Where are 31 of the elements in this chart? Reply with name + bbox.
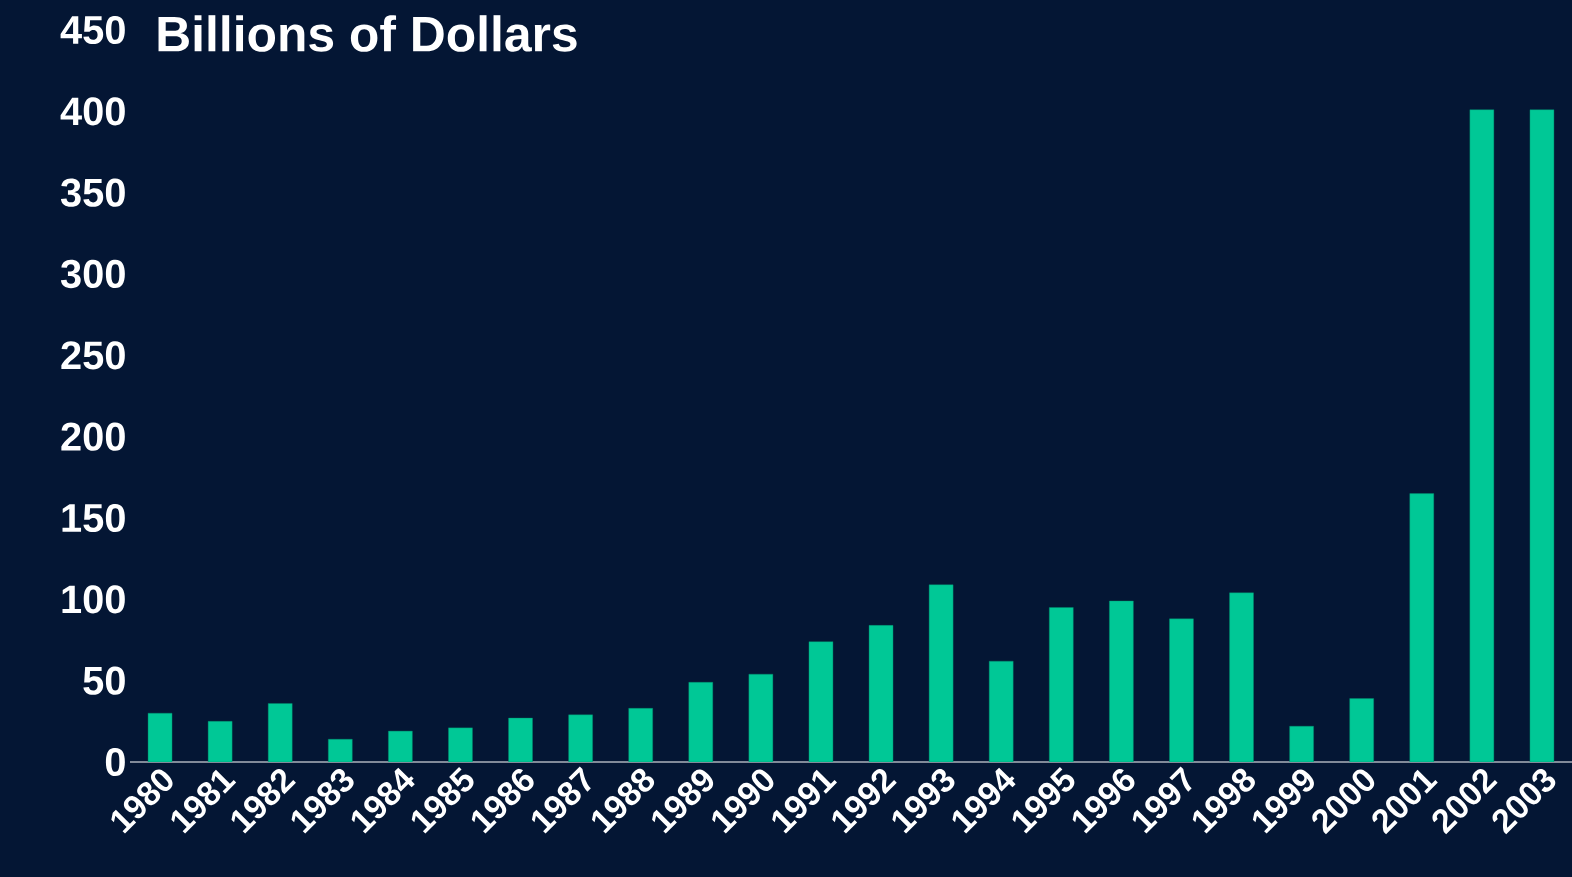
y-tick-label: 300 <box>60 259 125 289</box>
bar <box>1169 618 1194 762</box>
bar <box>688 682 713 762</box>
y-tick-label: 350 <box>60 178 125 207</box>
bar <box>628 708 653 762</box>
bar <box>1049 607 1074 762</box>
bar <box>1109 600 1134 762</box>
bar <box>1349 698 1374 762</box>
bar <box>748 673 774 762</box>
bar <box>448 727 473 762</box>
bar <box>1229 592 1254 762</box>
bar <box>989 660 1014 762</box>
y-tick-label: 200 <box>61 422 125 451</box>
bar <box>928 584 954 762</box>
y-tick-label: 250 <box>61 341 125 370</box>
bar <box>1289 726 1314 762</box>
bar <box>388 730 413 762</box>
y-tick-label: 100 <box>62 585 125 614</box>
y-tick-label: 450 <box>60 15 125 45</box>
bar <box>1469 109 1495 762</box>
bar <box>508 717 533 762</box>
y-tick-label: 50 <box>83 666 125 695</box>
bar <box>808 641 834 762</box>
bar <box>268 703 293 762</box>
bar <box>868 625 894 762</box>
bar <box>568 714 593 762</box>
bar <box>1529 109 1555 762</box>
chart-title: Billions of Dollars <box>158 15 577 52</box>
bar <box>1409 493 1434 762</box>
y-tick-label: 400 <box>60 97 125 126</box>
y-tick-label: 150 <box>62 503 125 533</box>
